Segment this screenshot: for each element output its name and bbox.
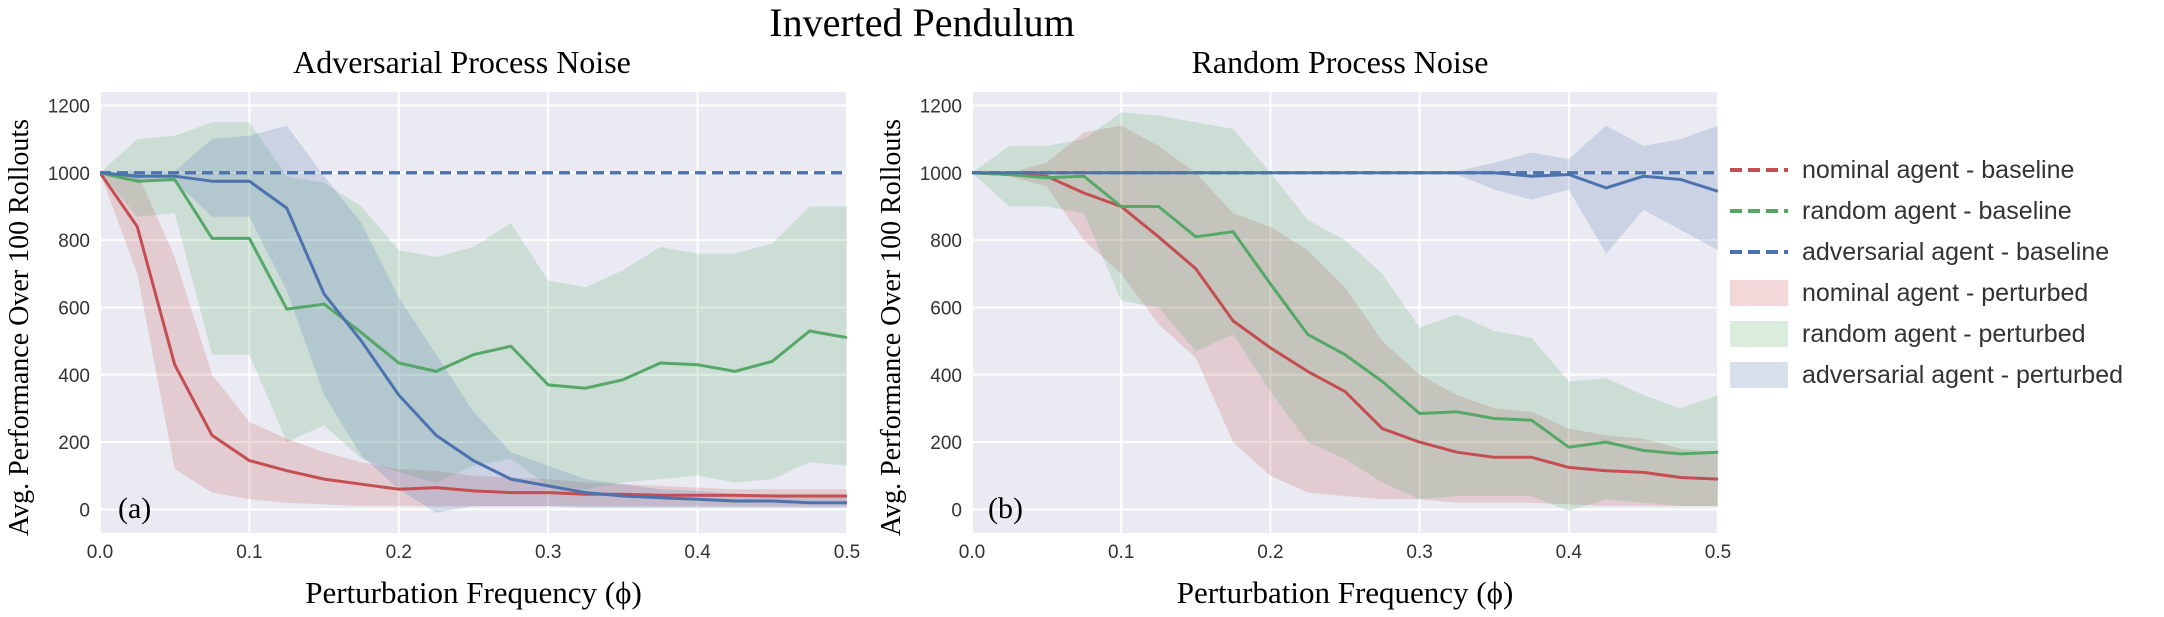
y-tick-label: 0 (79, 500, 90, 521)
plot-area (972, 112, 1718, 512)
panel-title: Adversarial Process Noise (293, 44, 631, 80)
y-tick-label: 600 (930, 298, 962, 319)
legend-item: nominal agent - baseline (1730, 156, 2074, 184)
line-random-agent-perturbed (972, 171, 1718, 456)
y-tick-label: 600 (58, 298, 90, 319)
line-adversarial-agent-perturbed (100, 171, 847, 505)
x-axis-label: Perturbation Frequency (ϕ) (1177, 575, 1514, 610)
x-tick-label: 0.4 (684, 542, 711, 563)
y-tick-label: 800 (58, 231, 90, 252)
line-nominal-agent-perturbed (972, 171, 1718, 481)
legend-item: adversarial agent - baseline (1730, 238, 2109, 266)
band-nominal-agent-perturbed (972, 125, 1718, 507)
panel-title: Random Process Noise (1192, 44, 1489, 80)
x-axis-label: Perturbation Frequency (ϕ) (305, 575, 642, 610)
legend-item: adversarial agent - perturbed (1730, 361, 2123, 389)
panel-label: (a) (118, 492, 151, 525)
y-tick-label: 1000 (920, 164, 962, 185)
plot-background (972, 92, 1718, 533)
legend-swatch-band (1730, 362, 1788, 388)
y-axis-label: Avg. Performance Over 100 Rollouts (4, 119, 35, 536)
y-tick-label: 400 (930, 366, 962, 387)
x-tick-label: 0.1 (1108, 542, 1134, 563)
legend-label: adversarial agent - perturbed (1802, 361, 2123, 389)
line-random-agent-perturbed (100, 171, 847, 390)
x-tick-label: 0.2 (386, 542, 412, 563)
x-tick-label: 0.1 (236, 542, 262, 563)
y-axis-label: Avg. Performance Over 100 Rollouts (876, 119, 907, 536)
y-tick-label: 200 (58, 433, 90, 454)
band-adversarial-agent-perturbed (100, 125, 847, 513)
legend: nominal agent - baseline random agent - b… (1730, 156, 2123, 389)
y-tick-label: 1200 (48, 96, 90, 117)
y-tick-label: 800 (930, 231, 962, 252)
x-tick-label: 0.3 (535, 542, 561, 563)
x-tick-label: 0.0 (959, 542, 985, 563)
x-tick-label: 0.5 (834, 542, 860, 563)
line-adversarial-agent-perturbed (972, 171, 1718, 193)
y-tick-label: 400 (58, 366, 90, 387)
plot-area (100, 122, 847, 513)
panel-label: (b) (988, 492, 1023, 525)
legend-swatch-band (1730, 321, 1788, 347)
legend-label: random agent - baseline (1802, 197, 2072, 225)
x-tick-label: 0.2 (1257, 542, 1283, 563)
x-tick-label: 0.5 (1705, 542, 1731, 563)
legend-swatch-band (1730, 280, 1788, 306)
x-tick-label: 0.3 (1406, 542, 1432, 563)
legend-item: nominal agent - perturbed (1730, 279, 2088, 307)
legend-label: nominal agent - baseline (1802, 156, 2074, 184)
panel-b: 0.0 0.1 0.2 0.3 0.4 0.5 0 200 400 600 800 1000 1200 R… (876, 44, 1731, 610)
legend-item: random agent - baseline (1730, 197, 2072, 225)
y-tick-label: 0 (951, 500, 962, 521)
x-tick-label: 0.0 (87, 542, 113, 563)
band-random-agent-perturbed (972, 112, 1718, 512)
y-tick-label: 1200 (920, 96, 962, 117)
line-nominal-agent-perturbed (100, 171, 847, 498)
panel-a: 0.0 0.1 0.2 0.3 0.4 0.5 0 200 400 600 800 1000 1200 A… (4, 44, 860, 610)
legend-label: random agent - perturbed (1802, 320, 2086, 348)
band-adversarial-agent-perturbed (972, 125, 1718, 254)
legend-label: nominal agent - perturbed (1802, 279, 2088, 307)
x-tick-label: 0.4 (1556, 542, 1583, 563)
y-tick-label: 200 (930, 433, 962, 454)
legend-label: adversarial agent - baseline (1802, 238, 2109, 266)
figure-title: Inverted Pendulum (769, 0, 1075, 45)
legend-item: random agent - perturbed (1730, 320, 2086, 348)
y-tick-label: 1000 (48, 164, 90, 185)
band-random-agent-perturbed (100, 122, 847, 490)
